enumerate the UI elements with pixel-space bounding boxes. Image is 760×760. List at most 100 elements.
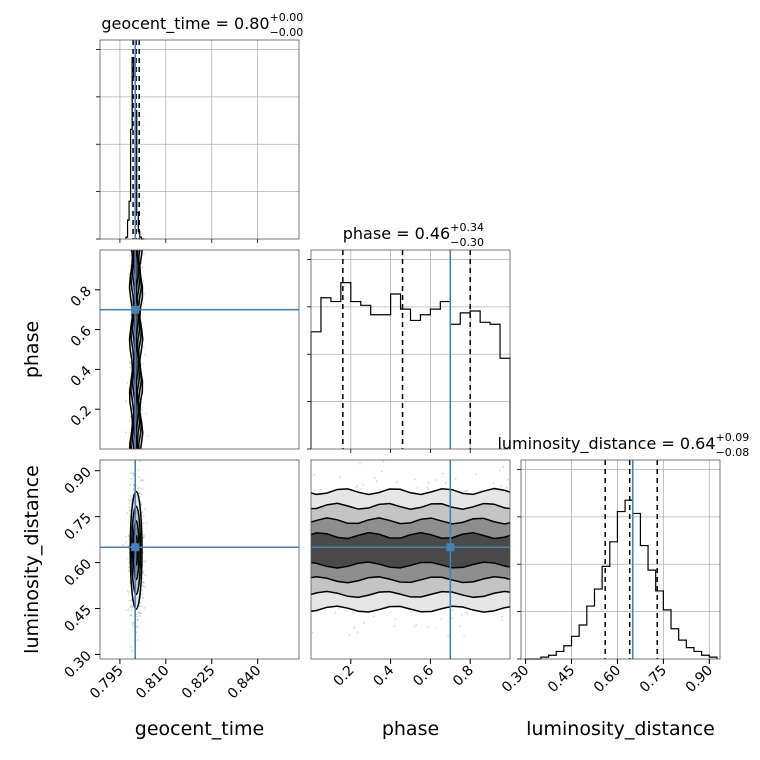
panel-frame [310,249,511,450]
scatter-point [140,401,143,404]
scatter-point [127,593,130,596]
scatter-point [124,535,127,538]
scatter-point [454,477,457,480]
scatter-point [142,581,145,584]
scatter-point [348,634,351,636]
scatter-point [416,487,419,489]
scatter-point [137,469,140,472]
scatter-point [355,486,358,489]
scatter-point [143,252,145,255]
panel-frame [99,459,300,660]
scatter-point [128,591,131,593]
scatter-point [356,631,359,634]
y-tick-label-luminosity_distance: 0.90 [61,464,94,497]
y-tick-label-phase: 0.6 [68,323,95,350]
scatter-point [435,627,438,630]
scatter-point [143,536,146,538]
scatter-point [131,607,134,609]
scatter-point [126,590,129,592]
scatter-point [132,622,134,624]
scatter-point [359,462,361,465]
scatter-point [130,646,133,648]
density-contour [311,531,510,569]
scatter-point [143,533,146,536]
scatter-point [132,489,135,492]
scatter-point [130,599,133,601]
scatter-point [137,487,139,490]
panel-frame [520,459,721,660]
y-axis-label-luminosity_distance: luminosity_distance [21,465,43,654]
scatter-point [441,472,444,475]
scatter-point [142,570,145,573]
scatter-point [129,614,132,617]
scatter-point [144,508,147,510]
x-tick-label-geocent_time: 0.810 [133,663,173,703]
panel-background [100,40,299,239]
scatter-point [129,366,131,369]
scatter-point [141,511,144,514]
scatter-point [440,618,443,621]
x-tick-label-luminosity_distance: 0.75 [637,663,670,696]
scatter-point [129,606,132,608]
x-tick-label-luminosity_distance: 0.60 [591,663,624,696]
scatter-point [140,502,142,504]
panel-background [311,250,510,449]
scatter-point [131,623,134,626]
y-axis-label-phase: phase [21,321,43,378]
scatter-point [141,593,143,595]
scatter-point [142,585,145,588]
scatter-point [132,474,135,477]
scatter-point [451,609,454,612]
scatter-point [353,626,356,629]
scatter-point [144,586,146,588]
scatter-point [122,544,125,546]
scatter-point [372,615,375,618]
x-tick-label-luminosity_distance: 0.45 [545,663,578,696]
scatter-point [129,509,132,512]
scatter-point [138,606,141,608]
x-tick-label-geocent_time: 0.795 [87,663,127,703]
scatter-point [127,608,130,611]
scatter-point [394,618,397,620]
scatter-point [137,626,140,628]
scatter-point [505,486,508,489]
scatter-point [129,304,132,307]
x-axis-label-geocent_time: geocent_time [135,718,264,740]
scatter-point [128,502,131,504]
scatter-point [313,489,316,492]
scatter-point [133,621,135,624]
scatter-point [138,492,141,495]
scatter-point [492,482,495,484]
x-tick-label-phase: 0.2 [331,663,358,690]
truth-marker [131,305,140,314]
scatter-point [414,478,416,481]
scatter-point [140,503,143,506]
scatter-point [128,360,131,363]
scatter-point [129,472,132,475]
y-tick-label-phase: 0.8 [68,283,95,310]
scatter-point [127,557,129,560]
scatter-point [142,479,144,482]
scatter-point [141,408,143,411]
scatter-point [138,612,140,614]
scatter-point [127,566,130,569]
scatter-point [466,489,469,492]
scatter-point [140,493,143,496]
scatter-point [363,621,365,624]
y-tick-label-phase: 0.4 [68,363,95,390]
scatter-point [140,480,142,482]
scatter-point [410,611,412,613]
scatter-point [126,382,129,384]
scatter-point [427,626,430,629]
truth-marker [131,543,140,552]
scatter-point [427,481,430,484]
scatter-point [142,536,145,539]
scatter-point [334,611,337,614]
scatter-point [144,574,147,577]
scatter-point [507,478,510,481]
scatter-point [130,614,133,617]
scatter-point [136,615,139,618]
scatter-point [389,611,392,613]
scatter-point [130,604,133,606]
scatter-point [338,476,341,479]
